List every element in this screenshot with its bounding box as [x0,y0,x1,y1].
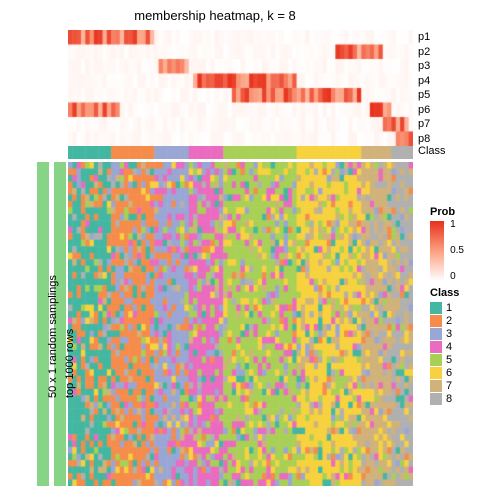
legend-swatch [430,367,442,379]
legend-swatch [430,341,442,353]
legend-prob-tick: 0.5 [450,245,464,256]
legend: Prob 10.50 Class 12345678 [430,200,502,406]
prob-row-label: p5 [418,88,430,103]
legend-swatch-label: 3 [446,328,452,340]
prob-row-label: p4 [418,74,430,89]
legend-swatch-label: 6 [446,367,452,379]
prob-row-label: p3 [418,59,430,74]
legend-swatch-label: 2 [446,315,452,327]
legend-class-item: 7 [430,380,502,392]
main-heatmap [68,162,413,486]
prob-row-label: p7 [418,117,430,132]
legend-swatch [430,315,442,327]
legend-swatch-label: 1 [446,302,452,314]
legend-swatch [430,393,442,405]
legend-prob-gradient [430,221,444,281]
legend-swatch-label: 8 [446,393,452,405]
chart-title: membership heatmap, k = 8 [0,8,430,23]
legend-swatch-label: 4 [446,341,452,353]
legend-prob-title: Prob [430,206,502,218]
legend-swatch-label: 5 [446,354,452,366]
legend-swatch [430,302,442,314]
class-bar [68,146,413,159]
legend-class-item: 4 [430,341,502,353]
prob-row-label: p8 [418,132,430,147]
class-bar-label: Class [418,145,446,157]
legend-class-item: 1 [430,302,502,314]
legend-class-title: Class [430,287,502,299]
prob-row-label: p6 [418,103,430,118]
legend-swatch-label: 7 [446,380,452,392]
legend-prob-tick: 1 [450,219,456,230]
legend-swatch [430,380,442,392]
left-label-outer: 50 x 1 random samplings [47,275,59,398]
legend-prob-ticks: 10.50 [450,221,470,281]
legend-class-item: 8 [430,393,502,405]
legend-class-item: 5 [430,354,502,366]
legend-prob-tick: 0 [450,271,456,282]
legend-class-item: 3 [430,328,502,340]
probability-heatmap [68,30,413,146]
legend-swatch [430,354,442,366]
legend-class-items: 12345678 [430,302,502,405]
prob-row-label: p1 [418,30,430,45]
prob-row-label: p2 [418,45,430,60]
legend-swatch [430,328,442,340]
left-label-inner: top 1000 rows [64,329,76,398]
legend-class-item: 6 [430,367,502,379]
legend-class-item: 2 [430,315,502,327]
